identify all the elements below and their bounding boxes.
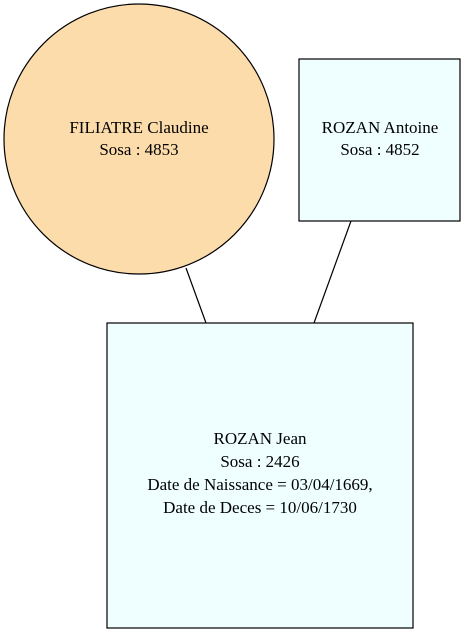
person-name: FILIATRE Claudine [69, 118, 208, 137]
male-node-shape [298, 58, 461, 222]
person-name: ROZAN Jean [213, 429, 307, 448]
person-name: ROZAN Antoine [322, 118, 439, 137]
female-node-shape [3, 3, 275, 275]
sosa-number: Sosa : 2426 [220, 452, 299, 471]
edge-mother-to-child [185, 267, 207, 324]
person-node-rozan-antoine[interactable]: ROZAN Antoine Sosa : 4852 [298, 58, 461, 222]
birth-date: Date de Naissance = 03/04/1669, [147, 475, 372, 494]
person-node-filiatre-claudine[interactable]: FILIATRE Claudine Sosa : 4853 [3, 3, 275, 275]
person-node-rozan-jean[interactable]: ROZAN Jean Sosa : 2426 Date de Naissance… [106, 322, 414, 629]
sosa-number: Sosa : 4852 [340, 140, 419, 159]
male-node-shape [106, 322, 414, 629]
edge-father-to-child [313, 220, 352, 324]
death-date: Date de Deces = 10/06/1730 [163, 498, 357, 517]
sosa-number: Sosa : 4853 [99, 140, 178, 159]
